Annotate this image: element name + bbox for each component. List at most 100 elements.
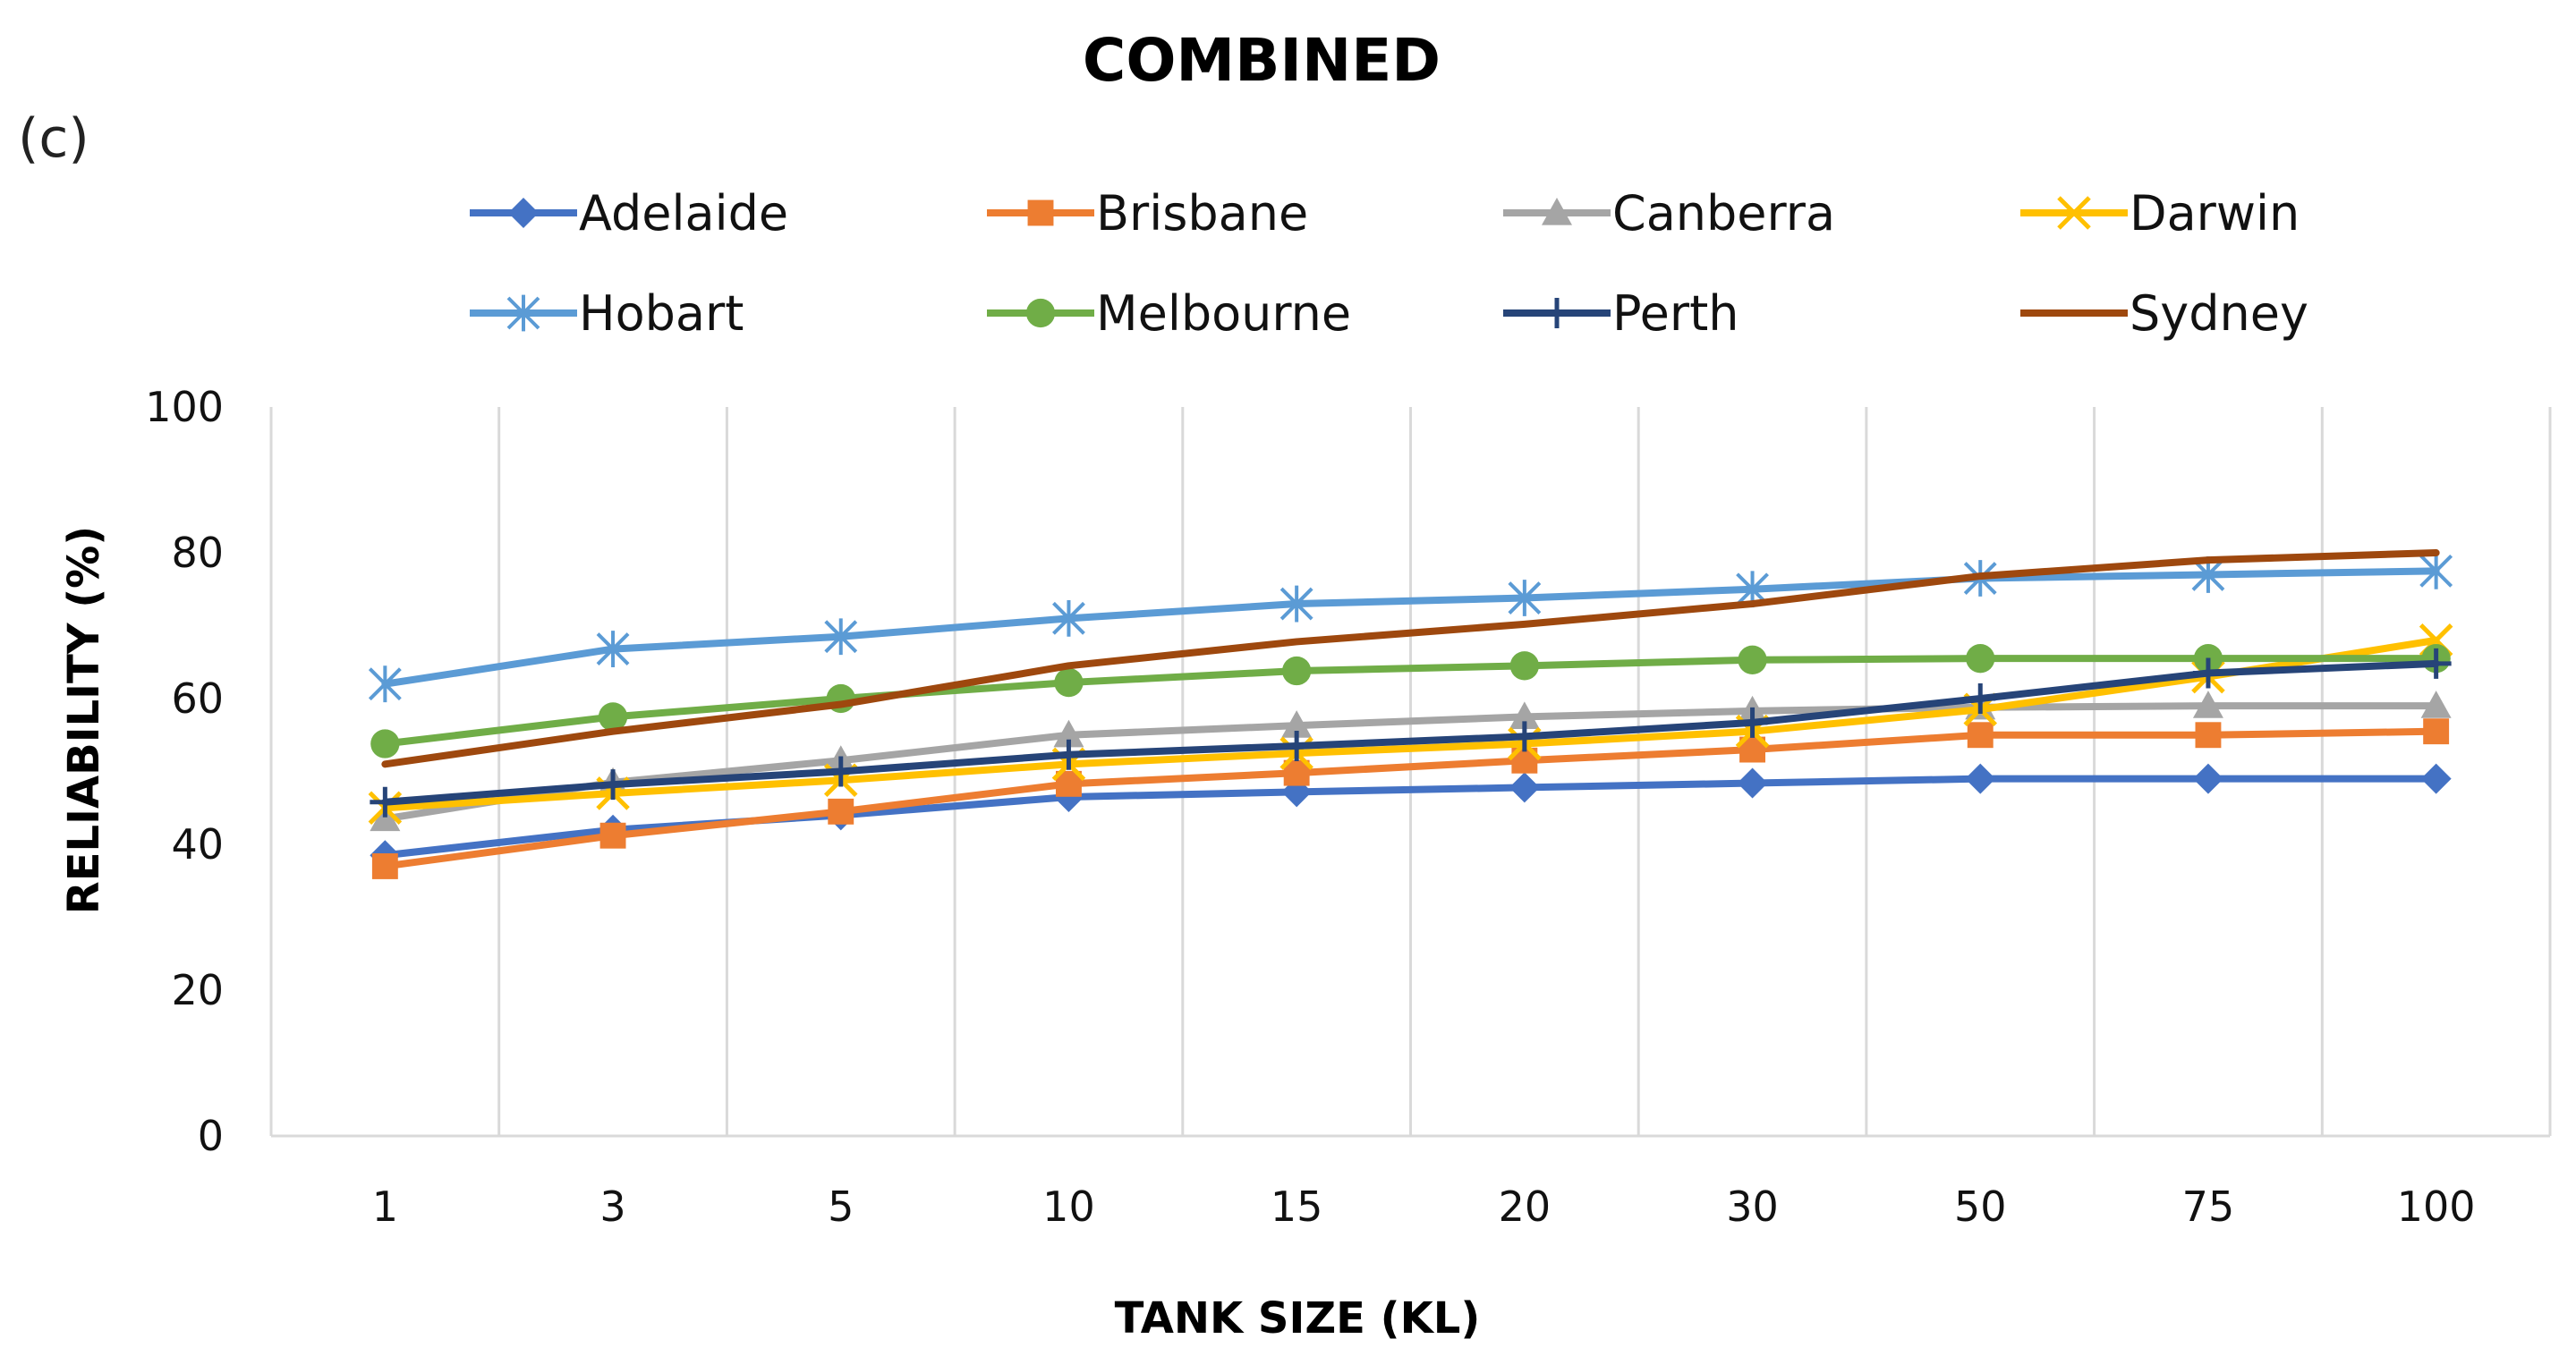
legend-label: Brisbane [1096,185,1308,242]
legend-item-perth: Perth [1503,285,1739,342]
y-tick-label: 80 [171,529,224,577]
data-point [370,729,400,759]
legend-label: Canberra [1612,185,1835,242]
legend-item-darwin: Darwin [2020,185,2300,242]
series-perth [370,648,2452,818]
data-point [1053,739,1084,770]
legend-item-brisbane: Brisbane [987,185,1308,242]
data-point [1509,772,1540,803]
data-point [1053,719,1084,748]
series-lines [368,549,2453,879]
data-point [1737,707,1768,738]
data-point [370,786,401,818]
data-point [1281,730,1313,761]
legend-label: Perth [1612,285,1739,342]
data-point [368,665,402,703]
x-tick-label: 30 [1726,1182,1779,1231]
y-tick-label: 20 [171,966,224,1014]
data-point [1025,298,1056,328]
panel-label: (c) [18,107,89,170]
data-point [2420,763,2452,794]
data-point [508,198,539,228]
series-brisbane [371,718,2450,879]
data-point [599,822,626,849]
data-point [2192,657,2223,689]
series-sydney [381,549,2440,768]
data-point [828,798,854,825]
x-tick-label: 3 [599,1182,625,1231]
data-point [1281,710,1313,738]
data-point [2419,552,2453,589]
data-point [825,756,856,787]
x-tick-label: 5 [828,1182,854,1231]
data-point [2057,196,2091,230]
data-point [506,294,540,332]
legend-item-adelaide: Adelaide [470,185,788,242]
legend-item-melbourne: Melbourne [987,285,1351,342]
data-point [2420,648,2452,679]
data-point [1967,722,1994,749]
data-point [1052,599,1085,637]
legend-item-sydney: Sydney [2020,285,2308,342]
y-tick-label: 40 [171,820,224,869]
x-tick-labels: 1 3 5 10 15 20 30 50 75 100 [372,1182,2476,1231]
data-point [1966,644,1995,674]
series-hobart [368,552,2453,703]
data-point [1282,656,1312,686]
data-point [1509,701,1540,729]
data-point [596,631,630,667]
x-tick-label: 10 [1042,1182,1095,1231]
data-point [1027,199,1054,226]
data-point [824,618,858,656]
data-point [1054,667,1084,698]
x-tick-label: 75 [2182,1182,2235,1231]
legend: Adelaide Brisbane Canberra Darwin Hobart Melb… [470,185,2308,342]
data-point [1965,763,1996,794]
data-point [1965,683,1996,714]
data-point [370,803,401,832]
chart-title: COMBINED [1083,26,1441,95]
data-point [371,853,398,879]
legend-label: Darwin [2130,185,2300,242]
data-point [1542,298,1572,328]
x-tick-label: 15 [1271,1182,1323,1231]
data-point [598,702,628,732]
x-tick-label: 50 [1954,1182,2007,1231]
series-line [381,727,2440,870]
series-line [381,567,2440,688]
series-line [381,636,2440,812]
data-point [1508,580,1542,616]
x-axis-label: TANK SIZE (KL) [1115,1293,1481,1343]
x-tick-label: 1 [372,1182,398,1231]
series-line [381,659,2440,806]
series-line [381,549,2440,768]
y-tick-label: 0 [198,1112,224,1160]
data-point [1738,645,1767,674]
series-line [381,655,2440,748]
data-point [1737,767,1768,799]
y-tick-labels: 0 20 40 60 80 100 [145,383,224,1160]
data-point [1279,585,1314,623]
legend-item-canberra: Canberra [1503,185,1835,242]
series-line [381,702,2440,823]
data-point [1509,721,1540,752]
legend-label: Melbourne [1096,285,1351,342]
x-tick-label: 100 [2397,1182,2476,1231]
data-point [2192,763,2223,794]
data-point [1509,651,1539,681]
data-point [2420,691,2452,718]
data-point [2195,722,2222,749]
legend-label: Hobart [579,285,744,342]
legend-label: Sydney [2130,285,2308,342]
data-point [2192,691,2223,718]
y-axis-label: RELIABILITY (%) [59,526,109,914]
data-point [2423,718,2450,745]
x-tick-label: 20 [1499,1182,1552,1231]
data-point [598,769,629,801]
legend-label: Adelaide [579,185,788,242]
y-tick-label: 100 [145,383,224,431]
data-point [1542,198,1572,225]
y-tick-label: 60 [171,674,224,723]
legend-item-hobart: Hobart [470,285,744,342]
